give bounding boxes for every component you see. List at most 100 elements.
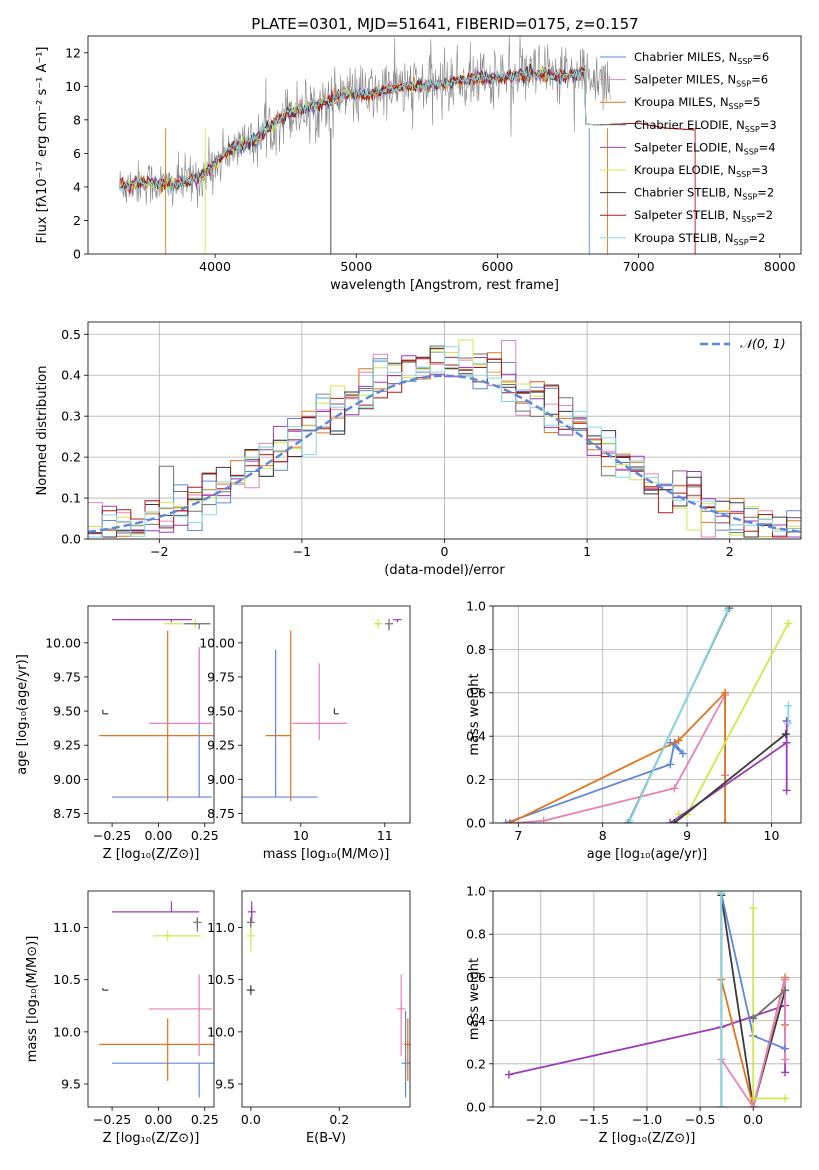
y-tick-label: 1.0 <box>466 884 486 899</box>
y-tick-label: 10.5 <box>53 972 81 987</box>
y-tick-label: 10 <box>65 79 81 94</box>
y-axis-label: mass [log₁₀(M/M⊙)] <box>25 936 40 1063</box>
x-tick-label: −2.0 <box>526 1112 556 1127</box>
y-tick-label: 9.75 <box>207 669 235 684</box>
y-axis-label: Normed distribution <box>35 366 50 496</box>
axes-EBV-mass: 0.0 0.2 9.5 10.0 10.5 11.0 E(B-V) <box>207 890 411 1146</box>
x-tick-label: 8000 <box>764 259 796 274</box>
series-chabrier_elodie <box>749 986 790 1023</box>
errorbar-chabrier_miles <box>112 1062 214 1098</box>
errorbar-kroupa_miles <box>99 1018 214 1081</box>
x-axis-label: Z [log₁₀(Z/Z⊙)] <box>599 1131 696 1146</box>
errorbar-chabrier_stelib <box>246 985 255 996</box>
errorbar-chabrier_stelib <box>102 988 109 991</box>
x-tick-label: −0.25 <box>93 828 131 843</box>
legend-spectrum: Chabrier MILES, NSSP=6 Salpeter MILES, NS… <box>600 50 777 247</box>
errorbar-chabrier_stelib <box>333 708 339 715</box>
y-tick-label: 0.2 <box>466 772 486 787</box>
x-tick-label: 2 <box>726 544 734 559</box>
errorbar-kroupa_elodie <box>374 618 383 629</box>
y-tick-label: 0.5 <box>61 327 81 342</box>
y-tick-label: 8 <box>73 112 81 127</box>
x-tick-label: 0.25 <box>191 828 219 843</box>
series-line <box>752 989 786 1020</box>
x-tick-label: 0.25 <box>191 1112 219 1127</box>
y-tick-label: 0.4 <box>466 1013 486 1028</box>
y-tick-label: 11.0 <box>53 920 81 935</box>
y-tick-label: 8.75 <box>207 806 235 821</box>
errorbar-chabrier_elodie <box>184 623 211 630</box>
x-tick-label: 5000 <box>340 259 372 274</box>
series-kroupa_miles <box>505 688 730 823</box>
x-tick-label: −1.5 <box>579 1112 609 1127</box>
axes-Z-massweight: −2.0 −1.5 −1.0 −0.5 0.0 0.0 0.2 0.4 0.6 0.8 1.0 Z [… <box>466 884 802 1146</box>
y-tick-label: 2 <box>73 213 81 228</box>
y-tick-label: 9.00 <box>53 772 81 787</box>
observed-spectrum <box>118 36 611 209</box>
axes-frame <box>241 890 411 1108</box>
y-tick-label: 10.5 <box>207 972 235 987</box>
y-tick-label: 12 <box>65 45 81 60</box>
x-tick-label: 6000 <box>482 259 514 274</box>
axes-mass-age: 10 11 8.75 9.00 9.25 9.50 9.75 10.00 mass [log₁₀… <box>199 605 411 862</box>
x-tick-label: 1 <box>583 544 591 559</box>
plot-area-residuals <box>88 339 801 538</box>
x-tick-label: 0.0 <box>241 1112 261 1127</box>
y-tick-label: 0.0 <box>61 532 81 547</box>
legend-label-chabrier_miles: Chabrier MILES, NSSP=6 <box>634 50 769 66</box>
errorbar-salpeter_elodie <box>247 901 256 923</box>
errorbar-chabrier_elodie <box>246 917 255 928</box>
y-tick-label: 6 <box>73 146 81 161</box>
y-tick-label: 0 <box>73 247 81 262</box>
axes-frame <box>492 890 802 1108</box>
series-chabrier_stelib <box>670 730 790 823</box>
y-tick-label: 0.0 <box>466 816 486 831</box>
y-tick-label: 9.00 <box>207 772 235 787</box>
y-axis-label: mass weight <box>467 673 482 755</box>
y-tick-label: 9.50 <box>53 704 81 719</box>
plot-area-Z-age <box>99 618 214 802</box>
y-tick-label: 0.2 <box>61 450 81 465</box>
legend-label-chabrier_stelib: Chabrier STELIB, NSSP=2 <box>634 186 774 202</box>
y-tick-label: 0.6 <box>466 685 486 700</box>
y-tick-label: 10.0 <box>207 1024 235 1039</box>
y-tick-label: 0.2 <box>466 1056 486 1071</box>
x-axis-label: mass [log₁₀(M/M⊙)] <box>263 847 390 862</box>
y-tick-label: 9.5 <box>215 1077 235 1092</box>
y-tick-label: 0.1 <box>61 491 81 506</box>
x-tick-label: 0.00 <box>144 1112 172 1127</box>
series-kroupa_stelib <box>717 891 726 1107</box>
x-tick-label: 10 <box>764 828 780 843</box>
gaussian-curve <box>88 374 801 533</box>
axes-frame <box>492 605 802 824</box>
y-tick-label: 0.8 <box>466 927 486 942</box>
x-tick-label: 7 <box>514 828 522 843</box>
x-axis-label: wavelength [Angstrom, rest frame] <box>330 278 559 293</box>
series-line <box>720 979 786 1107</box>
errorbar-salpeter_elodie <box>393 619 402 623</box>
errorbar-salpeter_miles <box>149 646 213 724</box>
y-tick-label: 9.25 <box>53 738 81 753</box>
y-tick-label: 10.00 <box>45 635 81 650</box>
figure-title: PLATE=0301, MJD=51641, FIBERID=0175, z=0… <box>251 15 638 33</box>
y-tick-label: 9.50 <box>207 704 235 719</box>
x-axis-label: E(B-V) <box>306 1131 346 1146</box>
x-axis-label: (data-model)/error <box>384 563 505 578</box>
y-tick-label: 11.0 <box>207 920 235 935</box>
model-spectrum-kroupa_stelib <box>120 68 610 194</box>
x-tick-label: 10 <box>293 828 309 843</box>
x-tick-label: 11 <box>377 828 393 843</box>
histogram-kroupa_stelib <box>88 346 801 538</box>
legend-label-kroupa_elodie: Kroupa ELODIE, NSSP=3 <box>634 163 768 179</box>
y-tick-label: 8.75 <box>53 806 81 821</box>
axes-Z-mass: −0.25 0.00 0.25 9.5 10.0 10.5 11.0 Z [log₁₀(Z/Z… <box>25 890 219 1146</box>
plot-area-age-massweight <box>501 606 793 823</box>
y-tick-label: 9.75 <box>53 669 81 684</box>
errorbar-chabrier_elodie <box>385 618 393 631</box>
y-tick-label: 4 <box>73 179 81 194</box>
errorbar-chabrier_stelib <box>102 709 109 715</box>
x-tick-label: 8 <box>599 828 607 843</box>
axes-frame <box>87 605 215 824</box>
y-axis-label: mass weight <box>467 958 482 1040</box>
